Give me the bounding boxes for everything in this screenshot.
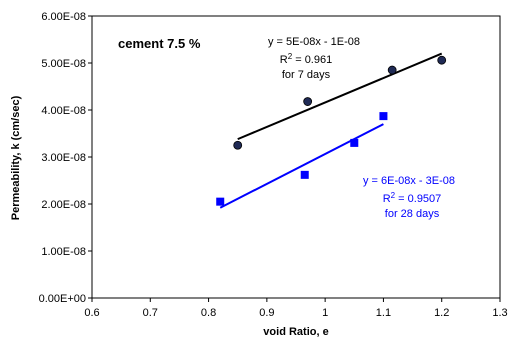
- equation-7-days: y = 5E-08x - 1E-08: [268, 36, 360, 48]
- equation-28-days: y = 6E-08x - 3E-08: [363, 175, 455, 187]
- data-points: [216, 55, 447, 206]
- data-point-series-0-1: [303, 97, 313, 106]
- x-tick-label: 0.6: [84, 307, 99, 319]
- x-tick-label: 0.8: [201, 307, 216, 319]
- y-tick-label: 2.00E-08: [41, 199, 86, 211]
- y-tick-label: 3.00E-08: [41, 152, 86, 164]
- x-tick-label: 1: [322, 307, 328, 319]
- data-point-series-0-3: [437, 55, 447, 65]
- x-tick-label: 1.3: [492, 307, 507, 319]
- x-tick-label: 1.1: [376, 307, 391, 319]
- y-tick-label: 6.00E-08: [41, 11, 86, 23]
- r2-7-days-superscript: 2: [288, 52, 293, 61]
- r2-28-days-superscript: 2: [391, 191, 396, 200]
- x-axis-ticks: 0.6 0.7 0.8 0.9 1 1.1 1.2 1.3: [84, 298, 508, 319]
- inset-label: cement 7.5 %: [118, 36, 201, 51]
- trendline-series-0: [237, 52, 443, 141]
- y-tick-label: 0.00E+00: [39, 293, 86, 305]
- y-axis-title: Permeability, k (cm/sec): [10, 95, 22, 220]
- r2-7-days-prefix: R: [280, 54, 288, 66]
- r2-28-days-value: = 0.9507: [395, 193, 441, 205]
- r2-7-days-value: = 0.961: [292, 54, 332, 66]
- plot-area: [91, 15, 501, 299]
- data-point-series-0-2: [387, 65, 397, 75]
- data-point-series-0-0: [233, 140, 243, 150]
- data-point-series-1-1: [300, 170, 309, 179]
- days-label-28: for 28 days: [385, 208, 440, 220]
- trendline-series-1: [219, 123, 384, 209]
- x-tick-label: 0.9: [259, 307, 274, 319]
- data-point-series-1-0: [216, 197, 225, 206]
- x-axis-title: void Ratio, e: [263, 326, 328, 338]
- x-tick-label: 1.2: [434, 307, 449, 319]
- r2-7-days: R2 = 0.961: [280, 52, 332, 67]
- data-point-series-1-3: [379, 112, 388, 121]
- data-point-series-1-2: [350, 138, 359, 147]
- x-tick-label: 0.7: [143, 307, 158, 319]
- y-tick-label: 1.00E-08: [41, 246, 86, 258]
- trendlines: [219, 52, 443, 209]
- days-label-7: for 7 days: [282, 69, 331, 81]
- r2-28-days: R2 = 0.9507: [383, 191, 442, 206]
- y-tick-label: 4.00E-08: [41, 105, 86, 117]
- y-tick-label: 5.00E-08: [41, 58, 86, 70]
- y-axis-ticks: 0.00E+00 1.00E-08 2.00E-08 3.00E-08 4.00E-08…: [39, 11, 92, 305]
- r2-28-days-prefix: R: [383, 193, 391, 205]
